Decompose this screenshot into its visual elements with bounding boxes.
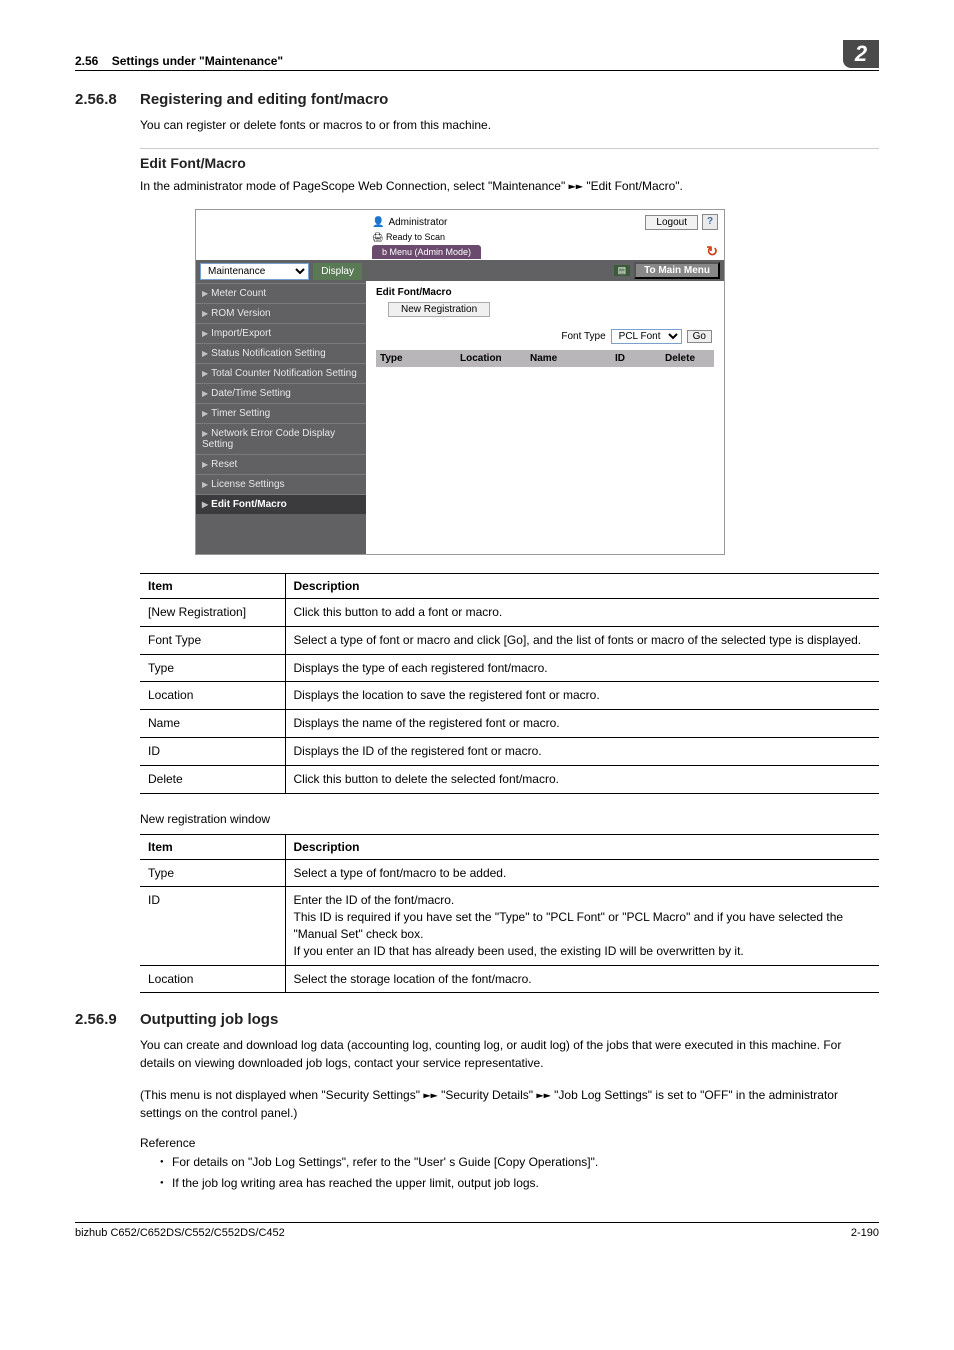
heading-number: 2.56.9	[75, 1011, 140, 1028]
heading-number: 2.56.8	[75, 91, 140, 108]
table-row: LocationDisplays the location to save th…	[140, 682, 879, 710]
bullet-item: If the job log writing area has reached …	[160, 1174, 879, 1192]
sidebar-item[interactable]: ▶Total Counter Notification Setting	[196, 363, 366, 383]
list-header: Type Location Name ID Delete	[376, 350, 714, 367]
reference-heading: Reference	[140, 1136, 879, 1150]
sidebar-item-selected[interactable]: ▶Edit Font/Macro	[196, 494, 366, 514]
sidebar-item[interactable]: ▶License Settings	[196, 474, 366, 494]
user-label: Administrator	[388, 217, 447, 228]
table-row: DeleteClick this button to delete the se…	[140, 765, 879, 793]
intro-text: You can register or delete fonts or macr…	[140, 116, 879, 134]
section-number: 2.56	[75, 54, 98, 68]
new-registration-button[interactable]: New Registration	[388, 302, 490, 317]
page-footer: bizhub C652/C652DS/C552/C552DS/C452 2-19…	[75, 1222, 879, 1239]
chapter-badge: 2	[843, 40, 879, 68]
heading-title: Registering and editing font/macro	[140, 91, 388, 108]
col-desc: Description	[285, 834, 879, 859]
section-select[interactable]: Maintenance	[200, 263, 309, 280]
table-row: NameDisplays the name of the registered …	[140, 710, 879, 738]
description-table-1: Item Description [New Registration]Click…	[140, 573, 879, 794]
display-button[interactable]: Display	[313, 263, 362, 280]
logout-button[interactable]: Logout	[645, 215, 698, 230]
instruction-text: In the administrator mode of PageScope W…	[140, 177, 879, 195]
screenshot: 👤 Administrator Logout ? 🖨 Ready to Scan…	[195, 209, 725, 555]
model-name: bizhub C652/C652DS/C552/C552DS/C452	[75, 1227, 285, 1239]
user-icon: 👤	[372, 217, 384, 228]
body-text: (This menu is not displayed when "Securi…	[140, 1086, 879, 1122]
sidebar-item[interactable]: ▶Import/Export	[196, 323, 366, 343]
sidebar-item[interactable]: ▶Network Error Code Display Setting	[196, 423, 366, 454]
table-row: Font TypeSelect a type of font or macro …	[140, 626, 879, 654]
page-header: 2.56 Settings under "Maintenance" 2	[75, 40, 879, 71]
arrow-icon: ►►	[536, 1088, 550, 1102]
sidebar-item[interactable]: ▶Timer Setting	[196, 403, 366, 423]
bullet-item: For details on "Job Log Settings", refer…	[160, 1153, 879, 1171]
sidebar-item[interactable]: ▶Reset	[196, 454, 366, 474]
refresh-icon[interactable]: ↻	[706, 243, 718, 260]
arrow-icon: ►►	[569, 179, 583, 193]
help-icon[interactable]: ?	[702, 214, 718, 230]
description-table-2: Item Description TypeSelect a type of fo…	[140, 834, 879, 994]
section-title: Settings under "Maintenance"	[112, 54, 283, 68]
col-item: Item	[140, 574, 285, 599]
table-caption: New registration window	[140, 812, 879, 826]
font-type-select[interactable]: PCL Font	[611, 329, 682, 344]
col-item: Item	[140, 834, 285, 859]
table-row: LocationSelect the storage location of t…	[140, 965, 879, 993]
sidebar-item[interactable]: ▶Date/Time Setting	[196, 383, 366, 403]
admin-tab[interactable]: b Menu (Admin Mode)	[372, 245, 481, 259]
printer-icon: 🖨	[372, 232, 383, 242]
body-text: You can create and download log data (ac…	[140, 1036, 879, 1072]
panel-title: Edit Font/Macro	[376, 287, 714, 298]
main-menu-icon: ▤	[614, 265, 631, 276]
table-row: TypeSelect a type of font/macro to be ad…	[140, 859, 879, 887]
col-desc: Description	[285, 574, 879, 599]
sidebar-item[interactable]: ▶Status Notification Setting	[196, 343, 366, 363]
table-row: IDEnter the ID of the font/macro. This I…	[140, 887, 879, 965]
table-row: TypeDisplays the type of each registered…	[140, 654, 879, 682]
table-row: [New Registration]Click this button to a…	[140, 599, 879, 627]
subheading: Edit Font/Macro	[140, 148, 879, 171]
page-number: 2-190	[851, 1227, 879, 1239]
go-button[interactable]: Go	[687, 330, 712, 343]
sidebar-item[interactable]: ▶Meter Count	[196, 283, 366, 303]
table-row: IDDisplays the ID of the registered font…	[140, 737, 879, 765]
heading-title: Outputting job logs	[140, 1011, 278, 1028]
main-menu-button[interactable]: To Main Menu	[634, 262, 720, 279]
arrow-icon: ►►	[423, 1088, 437, 1102]
font-type-label: Font Type	[561, 331, 605, 342]
sidebar-item[interactable]: ▶ROM Version	[196, 303, 366, 323]
status-text: Ready to Scan	[386, 232, 445, 242]
